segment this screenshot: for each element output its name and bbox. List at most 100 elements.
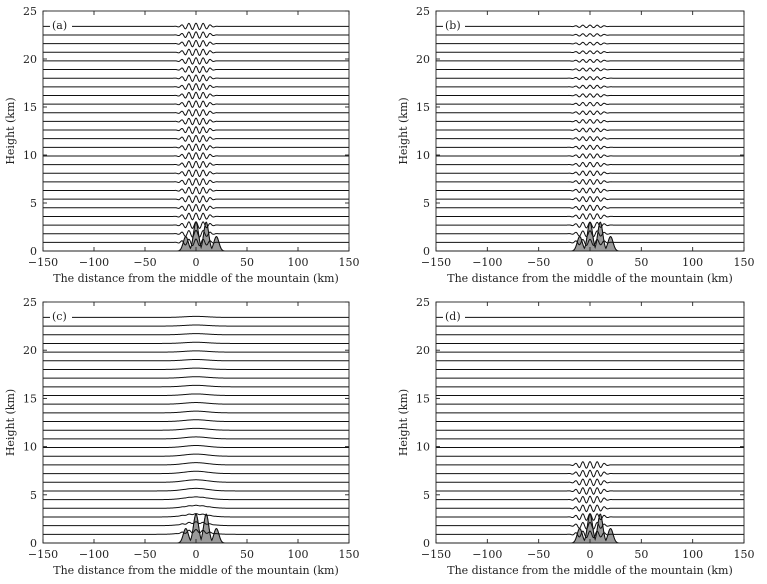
streamline-c-3 (43, 513, 349, 518)
y-tick-label-b: 15 (416, 101, 430, 114)
y-tick-label-c: 20 (23, 344, 37, 357)
streamline-d-7 (436, 478, 744, 487)
streamline-a-11 (43, 152, 349, 160)
y-tick-label-b: 5 (423, 197, 430, 210)
streamline-b-24 (436, 41, 744, 46)
x-tick-label-b: 0 (587, 256, 594, 269)
panel-c: −150 −100 −50 0 50 100 150 0 5 10 15 20 25 The dista… (4, 296, 360, 577)
streamline-a-19 (43, 83, 349, 91)
streamline-c-14 (43, 419, 349, 423)
x-tick-label-b: −100 (472, 256, 502, 269)
streamline-a-18 (43, 91, 349, 100)
streamline-c-4 (43, 504, 349, 509)
streamline-b-3 (436, 221, 744, 229)
streamline-b-12 (436, 144, 744, 150)
streamline-b-21 (436, 67, 744, 72)
streamline-b-9 (436, 170, 744, 177)
x-tick-label-a: −150 (28, 256, 58, 269)
streamline-c-11 (43, 444, 349, 449)
streamline-a-13 (43, 134, 349, 143)
streamline-c-2 (43, 521, 349, 527)
panel-label-bg-b (443, 18, 465, 32)
x-tick-label-a: 100 (288, 256, 309, 269)
y-tick-label-d: 25 (416, 296, 430, 309)
x-tick-label-b: −150 (421, 256, 451, 269)
streamline-b-1 (436, 238, 744, 246)
x-axis-title-d: The distance from the middle of the moun… (447, 564, 733, 577)
x-tick-label-d: −50 (527, 548, 550, 561)
plot-frame-a (42, 10, 350, 252)
x-tick-label-b: 50 (634, 256, 648, 269)
x-tick-label-b: −50 (527, 256, 550, 269)
streamline-c-5 (43, 496, 349, 501)
streamline-a-17 (43, 100, 349, 108)
streamline-c-18 (43, 384, 349, 388)
y-tick-label-b: 10 (416, 149, 430, 162)
streamline-c-15 (43, 410, 349, 414)
streamline-b-22 (436, 58, 744, 63)
streamline-a-12 (43, 143, 349, 152)
streamline-a-5 (43, 203, 349, 212)
x-tick-label-d: 100 (682, 548, 703, 561)
x-tick-label-d: −100 (472, 548, 502, 561)
streamline-a-2 (43, 229, 349, 238)
y-tick-label-b: 0 (423, 245, 430, 258)
streamline-c-1 (43, 529, 349, 535)
streamlines-d (436, 316, 744, 544)
x-tick-label-b: 100 (682, 256, 703, 269)
x-tick-label-d: 50 (634, 548, 648, 561)
y-tick-label-a: 20 (23, 53, 37, 66)
streamline-a-9 (43, 169, 349, 178)
streamline-c-10 (43, 453, 349, 457)
axes-a: −150 −100 −50 0 50 100 150 0 5 10 15 20 25 (23, 5, 360, 269)
x-tick-label-a: −100 (79, 256, 109, 269)
streamlines-c (43, 315, 349, 544)
y-axis-title-c: Height (km) (4, 389, 17, 456)
streamline-c-22 (43, 350, 349, 353)
streamline-c-12 (43, 436, 349, 440)
panel-label-bg-c (50, 309, 72, 323)
x-tick-label-c: 0 (193, 548, 200, 561)
streamline-c-24 (43, 333, 349, 336)
streamline-d-8 (436, 469, 744, 478)
y-tick-label-a: 10 (23, 149, 37, 162)
x-tick-label-a: −50 (133, 256, 156, 269)
streamline-b-18 (436, 93, 744, 98)
streamline-d-9 (436, 461, 744, 469)
y-tick-label-a: 5 (30, 197, 37, 210)
streamline-b-19 (436, 84, 744, 90)
streamline-b-20 (436, 76, 744, 81)
streamline-c-23 (43, 341, 349, 344)
y-tick-label-d: 0 (423, 537, 430, 550)
y-axis-title-a: Height (km) (4, 97, 17, 164)
streamline-b-25 (436, 33, 744, 37)
streamline-c-17 (43, 393, 349, 397)
panel-label-bg-d (443, 309, 465, 323)
panel-label-d: (d) (445, 310, 461, 323)
streamline-a-25 (43, 31, 349, 39)
panel-label-b: (b) (445, 19, 461, 32)
streamline-b-17 (436, 101, 744, 107)
y-axis-title-b: Height (km) (397, 97, 410, 164)
streamline-b-7 (436, 187, 744, 194)
streamline-a-4 (43, 212, 349, 221)
y-tick-label-c: 15 (23, 392, 37, 405)
streamline-c-6 (43, 487, 349, 492)
streamline-d-1 (436, 530, 744, 539)
streamline-a-10 (43, 160, 349, 169)
panel-label-c: (c) (52, 310, 67, 323)
y-tick-label-a: 25 (23, 5, 37, 18)
streamline-b-2 (436, 230, 744, 238)
y-tick-label-c: 10 (23, 441, 37, 454)
streamline-a-23 (43, 48, 349, 57)
x-tick-label-c: 50 (240, 548, 254, 561)
streamline-b-4 (436, 213, 744, 220)
x-tick-label-a: 50 (240, 256, 254, 269)
streamline-a-21 (43, 65, 349, 74)
panel-a: −150 −100 −50 0 50 100 150 0 5 10 15 20 25 The dista… (4, 5, 360, 285)
axes-c: −150 −100 −50 0 50 100 150 0 5 10 15 20 25 (23, 296, 360, 561)
y-tick-label-c: 0 (30, 537, 37, 550)
streamline-c-13 (43, 427, 349, 431)
x-tick-label-b: 150 (734, 256, 755, 269)
